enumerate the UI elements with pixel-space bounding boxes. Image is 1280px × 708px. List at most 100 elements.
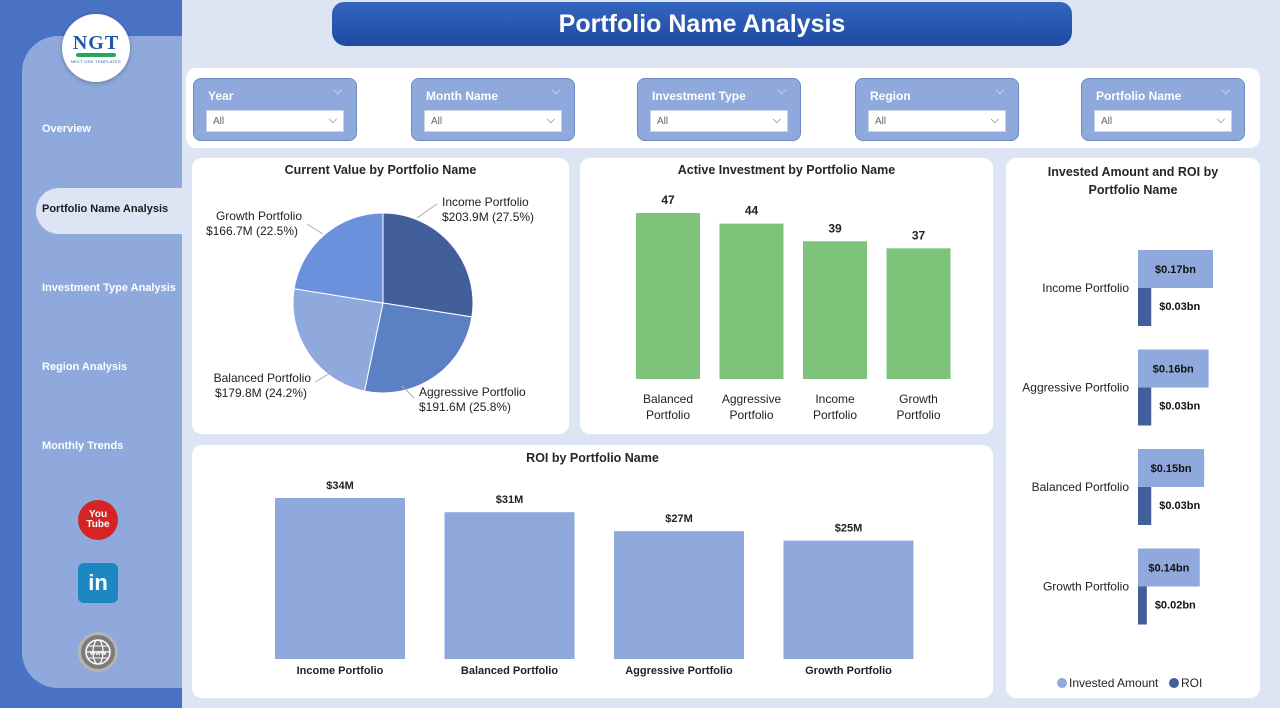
bar-aggressive-portfolio[interactable] [719,223,784,379]
pie-slice-growth-portfolio[interactable] [293,212,384,304]
pie-leader-line [314,371,333,383]
investment-type-dropdown[interactable]: All ⌵ [650,110,788,132]
pie-label-name: Growth Portfolio [216,209,302,223]
x-tick-label: Portfolio [813,408,857,422]
pie-label-value: $191.6M (25.8%) [419,400,511,414]
pie-label-value: $166.7M (22.5%) [206,224,298,238]
x-tick-label: Portfolio [646,408,690,422]
month-name-dropdown[interactable]: All ⌵ [424,110,562,132]
invested-roi-card: Invested Amount and ROI by Portfolio Nam… [1006,158,1260,698]
pie-leader-line [416,203,438,219]
current-value-card: Current Value by Portfolio Name Income P… [192,158,569,434]
year-dropdown[interactable]: All ⌵ [206,110,344,132]
chevron-down-icon: ⌵ [328,114,337,126]
page-title: Portfolio Name Analysis [558,9,846,38]
bar-invested-growth-portfolio[interactable] [1138,548,1200,587]
invested-roi-bar-chart: $0.17bn $0.03bn Income Portfolio $0.16bn $0.… [1022,250,1213,690]
pie-chart: Income Portfolio$203.9M (27.5%) Aggressiv… [206,195,534,414]
legend-label-invested: Invested Amount [1069,676,1159,690]
y-tick-label: Balanced Portfolio [1032,480,1130,494]
y-tick-label: Aggressive Portfolio [1022,381,1129,395]
sidebar-item-monthly-trends[interactable]: Monthly Trends [42,440,124,452]
pie-leader-line [306,223,324,235]
chevron-down-icon[interactable]: ⌵ [995,85,1004,97]
bar-invested-aggressive-portfolio[interactable] [1138,349,1209,388]
slicer-region[interactable]: Region ⌵ All ⌵ [855,78,1019,141]
slicer-month-name[interactable]: Month Name ⌵ All ⌵ [411,78,575,141]
bar-data-label: $0.15bn [1151,463,1192,475]
slicer-year[interactable]: Year ⌵ All ⌵ [193,78,357,141]
bar-income-portfolio[interactable] [803,241,867,379]
pie-slice-balanced-portfolio[interactable] [292,288,384,392]
slicer-portfolio-name[interactable]: Portfolio Name ⌵ All ⌵ [1081,78,1245,141]
bar-roi-growth-portfolio[interactable] [1138,586,1147,625]
active-investment-card: Active Investment by Portfolio Name 47 Ba… [580,158,993,434]
bar-data-label: $34M [326,480,354,492]
bar-data-label: 47 [661,193,675,207]
bar-data-label: $0.03bn [1159,401,1200,413]
pie-label-name: Income Portfolio [442,195,529,209]
globe-icon[interactable]: www [78,632,118,672]
chevron-down-icon[interactable]: ⌵ [1221,85,1230,97]
pie-slice-income-portfolio[interactable] [382,212,474,318]
x-tick-label: Growth Portfolio [805,665,892,677]
slicer-label: Month Name [426,89,498,103]
ngt-logo: NGT NEXT GEN TEMPLATES [62,14,130,82]
bar-data-label: 39 [828,221,842,235]
dropdown-value: All [213,116,225,127]
pie-label-name: Aggressive Portfolio [419,385,526,399]
bar-roi-aggressive-portfolio[interactable] [1138,387,1152,426]
x-tick-label: Income Portfolio [297,665,384,677]
bar-growth-portfolio[interactable] [886,248,951,379]
bar-income-portfolio[interactable] [275,498,405,659]
sidebar-item-region-analysis[interactable]: Region Analysis [42,361,128,373]
bar-data-label: $0.03bn [1159,500,1200,512]
bar-roi-income-portfolio[interactable] [1138,288,1152,326]
pie-slice-aggressive-portfolio[interactable] [363,302,473,394]
bar-aggressive-portfolio[interactable] [614,531,744,659]
slicer-investment-type[interactable]: Investment Type ⌵ All ⌵ [637,78,801,141]
pie-leader-line [401,385,415,399]
chart-title-line-1: Invested Amount and ROI by [1047,165,1219,179]
sidebar-item-portfolio-name-analysis[interactable]: Portfolio Name Analysis [42,203,169,215]
x-tick-label: Balanced [643,392,693,406]
bar-invested-balanced-portfolio[interactable] [1138,449,1205,487]
bar-invested-income-portfolio[interactable] [1138,250,1213,288]
chevron-down-icon[interactable]: ⌵ [777,85,786,97]
logo-text: NGT [72,32,120,54]
legend-label-roi: ROI [1181,676,1202,690]
legend-swatch-invested [1057,678,1067,688]
sidebar-item-investment-type-analysis[interactable]: Investment Type Analysis [42,282,176,294]
slicer-label: Region [870,89,911,103]
chart-title-line-2: Portfolio Name [1088,183,1178,197]
bar-growth-portfolio[interactable] [783,540,914,659]
dropdown-value: All [431,116,443,127]
chevron-down-icon: ⌵ [546,114,555,126]
chevron-down-icon[interactable]: ⌵ [551,85,560,97]
chevron-down-icon[interactable]: ⌵ [333,85,342,97]
bar-data-label: $25M [835,523,863,535]
chart-title: ROI by Portfolio Name [526,451,659,465]
slicer-label: Portfolio Name [1096,89,1182,103]
sidebar-item-overview[interactable]: Overview [42,123,91,135]
chevron-down-icon: ⌵ [1216,114,1225,126]
bar-balanced-portfolio[interactable] [636,213,700,379]
chart-title: Active Investment by Portfolio Name [677,163,896,177]
youtube-text-top: You [88,509,108,520]
youtube-text-bottom: Tube [86,519,110,530]
filter-bar: Year ⌵ All ⌵ Month Name ⌵ All ⌵ Investme… [186,68,1260,148]
bar-roi-balanced-portfolio[interactable] [1138,487,1152,525]
page-title-banner: Portfolio Name Analysis [332,2,1072,46]
youtube-icon[interactable]: You Tube [78,500,118,540]
linkedin-icon[interactable]: in [78,563,118,603]
chart-title: Current Value by Portfolio Name [284,163,477,177]
region-dropdown[interactable]: All ⌵ [868,110,1006,132]
globe-graphic: www [85,639,111,665]
portfolio-name-dropdown[interactable]: All ⌵ [1094,110,1232,132]
pie-label-name: Balanced Portfolio [214,371,312,385]
dropdown-value: All [875,116,887,127]
x-tick-label: Income [815,392,855,406]
linkedin-text: in [88,570,108,595]
bar-balanced-portfolio[interactable] [444,512,575,659]
bar-data-label: $0.02bn [1155,600,1196,612]
